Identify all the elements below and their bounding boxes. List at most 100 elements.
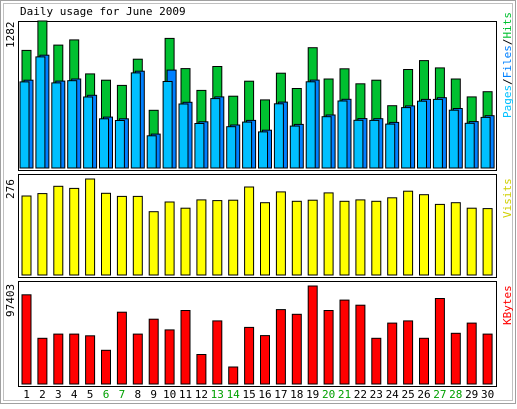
x-tick-label: 10 (163, 388, 176, 401)
x-axis-labels: 1 2 3 4 5 6 7 8 9 10 11 12 13 14 15 16 17 18 19 20 21 22 23 24 2… (23, 388, 494, 401)
visits-visits-bar-9 (148, 211, 159, 276)
x-tick-label: 14 (227, 388, 241, 401)
x-tick-label: 30 (481, 388, 494, 401)
kbytes-kbytes-bar-16 (260, 335, 270, 385)
hits-pages-bar-9 (146, 135, 157, 169)
visits-visits-bar-25 (403, 190, 414, 276)
kbytes-kbytes-bar-14 (228, 366, 239, 385)
kbytes-kbytes-bar-13 (212, 320, 223, 385)
x-tick-label: 29 (465, 388, 478, 401)
visits-visits-bar-22 (355, 199, 366, 276)
kbytes-kbytes-bar-21 (339, 299, 350, 385)
kbytes-kbytes-bar-27 (434, 298, 445, 385)
x-tick-label: 23 (370, 388, 383, 401)
x-tick-label: 20 (322, 388, 335, 401)
hits-legend: Pages/Files/Hits (501, 12, 514, 118)
hits-pages-bar-21 (337, 100, 348, 169)
x-tick-label: 16 (258, 388, 271, 401)
visits-visits-bar-2 (37, 193, 48, 276)
hits-pages-bar-17 (273, 103, 284, 169)
kbytes-kbytes-bar-2 (37, 337, 48, 385)
visits-visits-bar-24 (387, 197, 398, 276)
legend-hits: Hits (501, 12, 514, 39)
hits-pages-bar-22 (353, 119, 364, 169)
hits-pages-bar-18 (289, 125, 300, 169)
visits-visits-bar-26 (419, 194, 429, 276)
kbytes-kbytes-bar-20 (323, 310, 334, 385)
legend-files: Files (501, 45, 514, 78)
x-tick-label: 12 (195, 388, 208, 401)
visits-ymax-label: 276 (4, 179, 17, 199)
hits-pages-bar-6 (99, 118, 109, 169)
hits-pages-bar-4 (67, 80, 78, 169)
kbytes-kbytes-bar-1 (21, 294, 32, 385)
kbytes-kbytes-bar-18 (291, 313, 302, 385)
hits-pages-bar-15 (242, 121, 253, 169)
kbytes-kbytes-bar-29 (466, 322, 477, 385)
kbytes-kbytes-bar-7 (116, 311, 127, 385)
x-tick-label: 2 (39, 388, 46, 401)
visits-visits-bar-10 (164, 201, 175, 276)
visits-legend: Visits (501, 178, 514, 218)
visits-visits-bar-8 (132, 195, 143, 276)
kbytes-kbytes-bar-6 (101, 349, 111, 385)
legend-pages: Pages (501, 85, 514, 118)
visits-visits-bar-4 (69, 187, 80, 276)
kbytes-legend: KBytes (501, 285, 514, 325)
x-tick-label: 11 (179, 388, 192, 401)
x-tick-label: 15 (242, 388, 255, 401)
hits-pages-bar-10 (162, 81, 173, 169)
visits-visits-bar-15 (244, 186, 255, 276)
bars-layer (19, 20, 495, 385)
x-tick-label: 9 (150, 388, 157, 401)
hits-pages-bar-30 (480, 116, 491, 169)
kbytes-kbytes-bar-11 (180, 310, 191, 385)
visits-visits-bar-19 (307, 199, 318, 276)
visits-visits-bar-27 (434, 203, 445, 276)
hits-pages-bar-16 (258, 131, 268, 169)
kbytes-panel-frame (18, 281, 497, 387)
x-tick-label: 6 (103, 388, 110, 401)
hits-pages-bar-7 (114, 120, 125, 169)
visits-visits-bar-14 (228, 199, 239, 276)
x-tick-label: 27 (433, 388, 446, 401)
visits-visits-bar-6 (101, 192, 111, 276)
hits-pages-bar-14 (226, 126, 237, 169)
visits-visits-bar-17 (275, 191, 286, 276)
kbytes-kbytes-bar-17 (275, 309, 286, 385)
hits-pages-bar-1 (19, 81, 30, 169)
kbytes-kbytes-bar-23 (371, 337, 382, 385)
x-tick-label: 7 (119, 388, 126, 401)
hits-pages-bar-8 (130, 72, 141, 169)
hits-panel-frame (18, 21, 497, 171)
kbytes-kbytes-bar-19 (307, 285, 318, 385)
visits-visits-bar-29 (466, 207, 477, 276)
hits-pages-bar-11 (178, 103, 189, 169)
outer-frame-inner (3, 3, 513, 401)
hits-pages-bar-12 (194, 123, 205, 169)
visits-visits-bar-23 (371, 200, 382, 276)
kbytes-kbytes-bar-3 (53, 333, 64, 385)
visits-visits-bar-5 (85, 178, 96, 276)
visits-panel-frame (18, 174, 497, 278)
kbytes-kbytes-bar-8 (132, 333, 143, 385)
legend-sep-2: / (501, 39, 514, 46)
x-tick-label: 17 (274, 388, 287, 401)
x-tick-label: 18 (290, 388, 303, 401)
x-tick-label: 24 (386, 388, 400, 401)
hits-pages-bar-3 (51, 82, 62, 169)
kbytes-kbytes-bar-25 (403, 320, 414, 385)
visits-visits-bar-7 (116, 195, 127, 276)
visits-visits-bar-16 (260, 202, 270, 276)
x-tick-label: 28 (449, 388, 462, 401)
x-tick-label: 8 (134, 388, 141, 401)
visits-visits-bar-3 (53, 185, 64, 276)
visits-visits-bar-30 (482, 208, 493, 276)
kbytes-kbytes-bar-9 (148, 318, 159, 385)
hits-pages-bar-27 (432, 98, 443, 169)
visits-visits-bar-18 (291, 200, 302, 276)
chart-title: Daily usage for June 2009 (20, 5, 186, 18)
hits-pages-bar-13 (210, 98, 221, 169)
hits-pages-bar-26 (417, 100, 427, 169)
